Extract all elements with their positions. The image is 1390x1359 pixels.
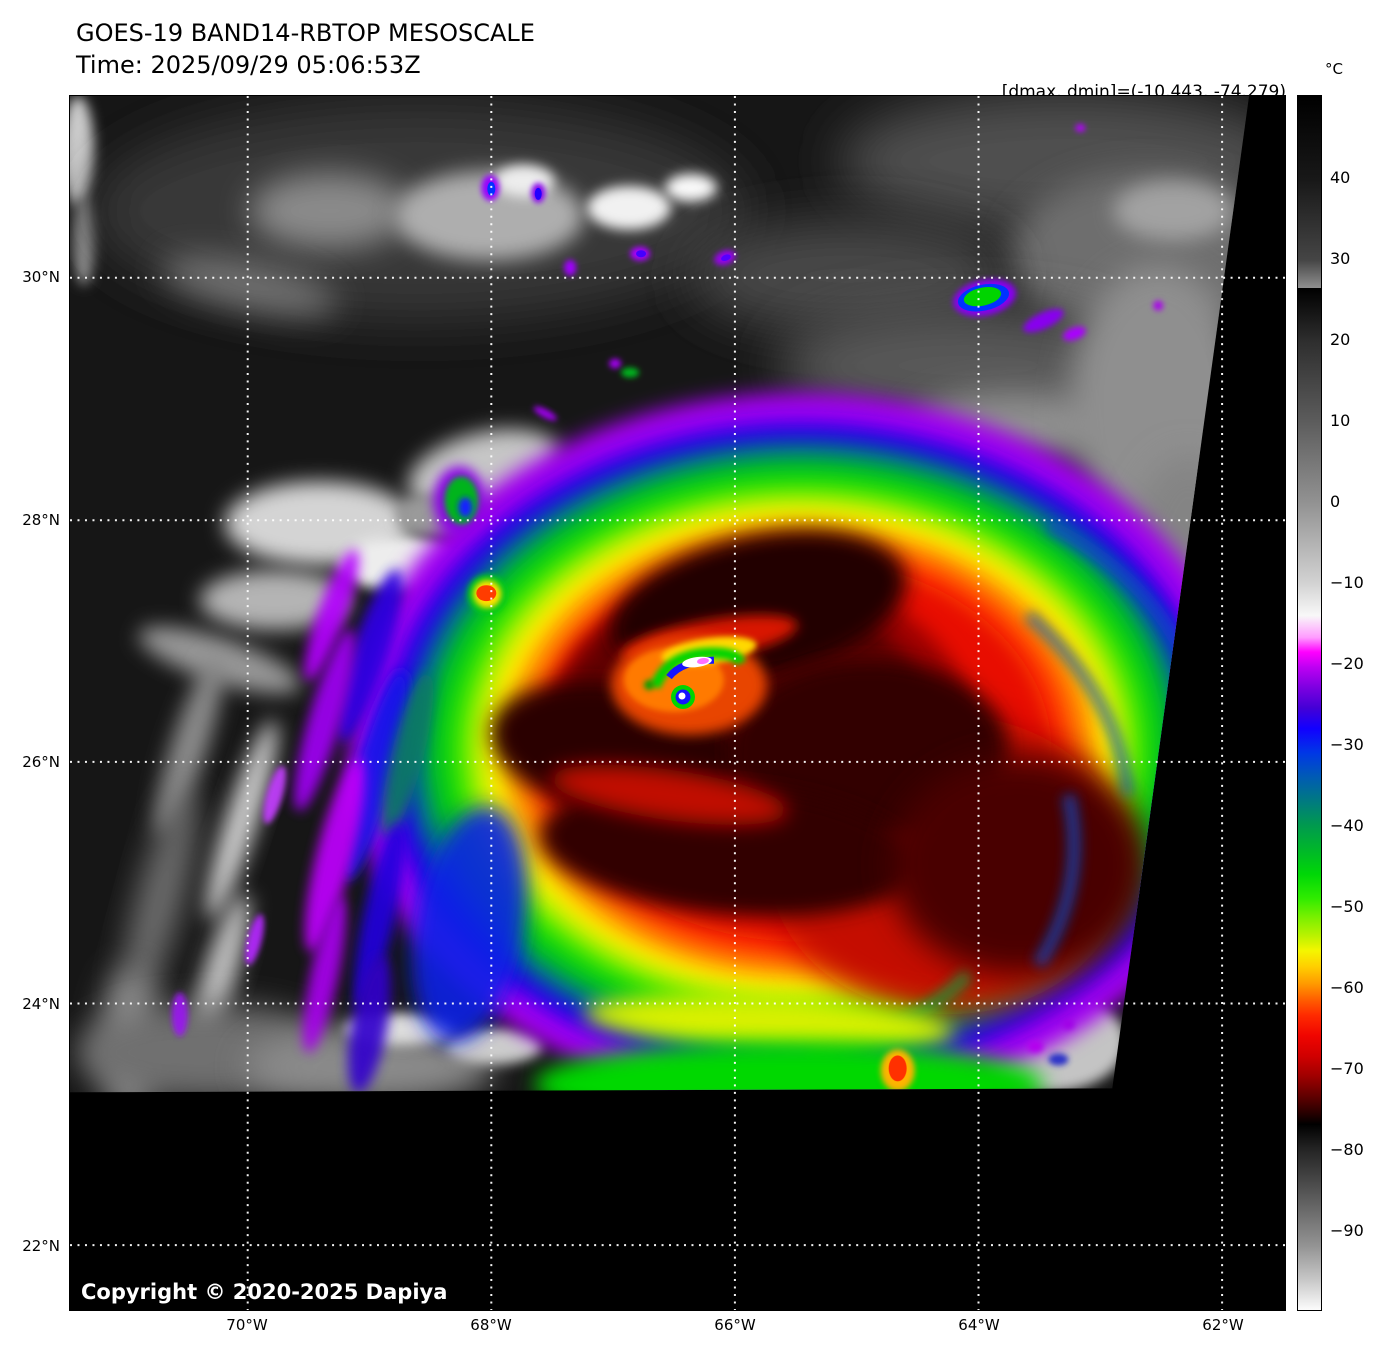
lon-tick-label: 68°W	[470, 1316, 512, 1334]
colorbar-tick-label: −50	[1330, 897, 1364, 916]
hurricane-core	[490, 530, 1149, 975]
colorbar-unit: °C	[1325, 60, 1343, 78]
colorbar-tick-label: −40	[1330, 816, 1364, 835]
lat-tick-label: 28°N	[22, 511, 60, 529]
colorbar-tick-label: 10	[1330, 411, 1351, 430]
copyright-notice: Copyright © 2020-2025 Dapiya	[81, 1280, 448, 1304]
satellite-map: Copyright © 2020-2025 Dapiya	[69, 95, 1286, 1311]
colorbar-tick-labels: 40 30 20 10 0 −10 −20 −30 −40 −50 −60 −7…	[1330, 95, 1386, 1311]
lon-tick-label: 70°W	[226, 1316, 268, 1334]
lat-tick-label: 30°N	[22, 268, 60, 286]
lon-tick-label: 64°W	[958, 1316, 1000, 1334]
graticule	[70, 96, 1285, 1310]
lat-tick-label: 26°N	[22, 753, 60, 771]
colorbar-tick-label: 30	[1330, 249, 1351, 268]
colorbar-tick-label: −30	[1330, 735, 1364, 754]
colorbar-tick-label: −60	[1330, 978, 1364, 997]
lon-tick-label: 66°W	[714, 1316, 756, 1334]
lat-tick-label: 24°N	[22, 995, 60, 1013]
hurricane-eye	[644, 647, 747, 709]
colorbar-tick-label: 0	[1330, 492, 1341, 511]
colorbar-tick-label: −90	[1330, 1221, 1364, 1240]
satellite-map-svg	[70, 96, 1285, 1310]
colorbar-tick-label: −80	[1330, 1140, 1364, 1159]
south-band	[411, 806, 1044, 1093]
timestamp: Time: 2025/09/29 05:06:53Z	[76, 51, 421, 79]
colorbar-tick-label: −70	[1330, 1059, 1364, 1078]
lon-tick-label: 62°W	[1202, 1316, 1244, 1334]
page-title: GOES-19 BAND14-RBTOP MESOSCALE	[76, 19, 535, 47]
longitude-axis: 70°W 68°W 66°W 64°W 62°W	[69, 1316, 1286, 1340]
west-fringe-streaks	[171, 549, 434, 1093]
colorbar-tick-label: 40	[1330, 168, 1351, 187]
colorbar	[1297, 95, 1322, 1311]
latitude-axis: 30°N 28°N 26°N 24°N 22°N	[0, 95, 62, 1311]
lat-tick-label: 22°N	[22, 1237, 60, 1255]
colorbar-tick-label: −10	[1330, 573, 1364, 592]
data-sector	[70, 96, 1250, 1093]
colorbar-tick-label: 20	[1330, 330, 1351, 349]
colorbar-tick-label: −20	[1330, 654, 1364, 673]
